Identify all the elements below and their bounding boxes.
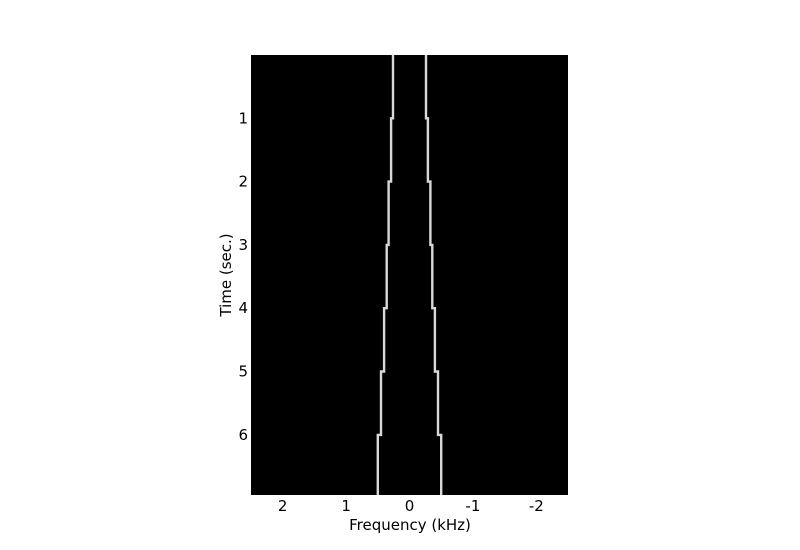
- y-tick-label: 2: [238, 173, 248, 191]
- x-tick-label: 1: [341, 497, 351, 515]
- plot-area: [251, 55, 568, 495]
- y-tick-label: 4: [238, 299, 248, 317]
- x-tick-labels: 2 1 0 -1 -2: [278, 497, 544, 515]
- y-tick-label: 5: [238, 363, 248, 381]
- x-tick-label: -2: [529, 497, 544, 515]
- series-line-2: [424, 55, 443, 495]
- x-axis-label: Frequency (kHz): [349, 516, 471, 534]
- series-line-1: [376, 55, 395, 495]
- y-tick-label: 3: [238, 236, 248, 254]
- y-tick-labels: 1 2 3 4 5 6: [238, 109, 248, 444]
- x-tick-label: 0: [405, 497, 415, 515]
- x-tick-label: 2: [278, 497, 288, 515]
- y-tick-label: 6: [238, 426, 248, 444]
- x-tick-label: -1: [465, 497, 480, 515]
- series-layer: [376, 55, 443, 495]
- y-axis-label: Time (sec.): [217, 233, 235, 317]
- y-tick-label: 1: [238, 109, 248, 127]
